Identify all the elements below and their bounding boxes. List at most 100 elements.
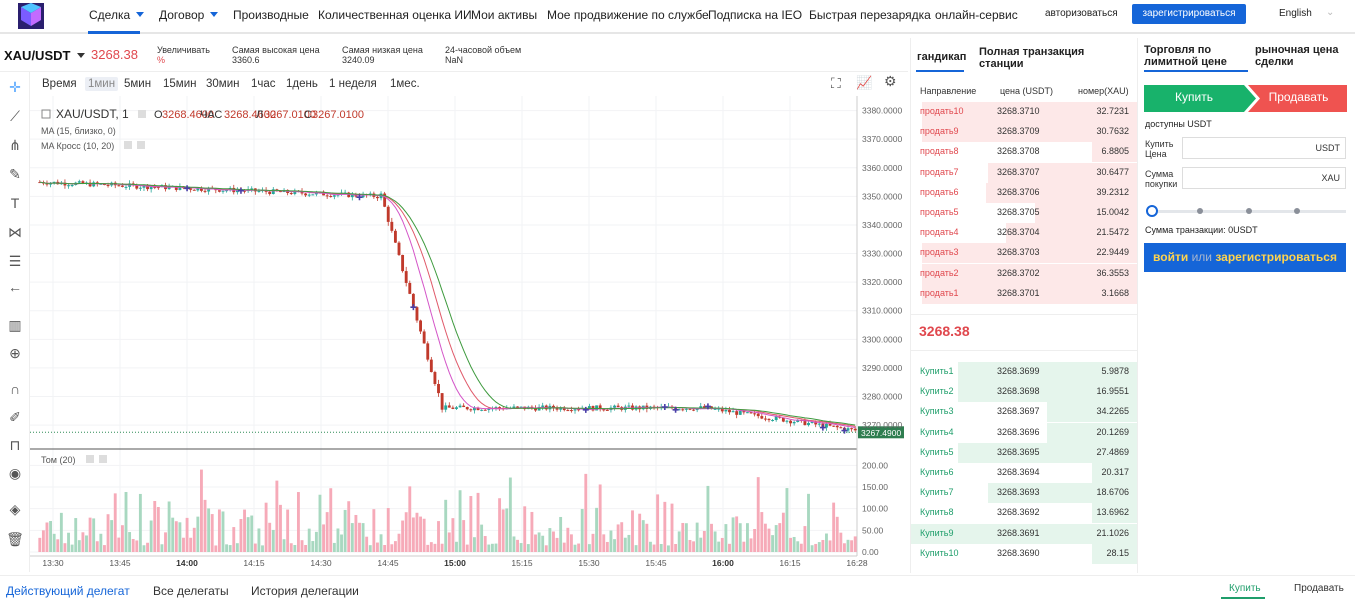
legend-settings-icon[interactable] [138,110,146,118]
tab-market-order[interactable]: рыночная цена сделки [1255,44,1339,68]
sell-qty: 15.0042 [1096,207,1129,217]
fork-icon[interactable]: ⋔ [9,137,21,153]
indicators-icon[interactable]: 📈 [856,75,873,90]
buy-row[interactable]: Купить3 3268.3697 34.2265 [911,402,1137,423]
interval-6[interactable]: 1день [286,78,318,90]
caret-down-icon[interactable] [77,53,86,58]
tab-active-delegate[interactable]: Действующий делегат [6,584,130,598]
interval-5[interactable]: 1час [251,78,276,90]
nav-item-6[interactable]: Подписка на IEO [708,8,802,22]
tab-full-transactions[interactable]: Полная транзакция станции [979,46,1085,70]
buy-row[interactable]: Купить10 3268.3690 28.15 [911,543,1137,564]
sell-price: 3268.3708 [997,146,1040,157]
filter-buy[interactable]: Купить [1229,583,1261,594]
volume-bar [376,542,379,552]
fib-icon[interactable]: ☰ [8,253,22,269]
language-selector[interactable]: English [1279,8,1312,19]
slider-mark-75[interactable] [1294,208,1300,214]
sell-toggle-shape[interactable] [1248,85,1347,112]
interval-2[interactable]: 5мин [124,78,152,90]
sell-row[interactable]: продать7 3268.3707 30.6477 [911,162,1137,183]
sell-row[interactable]: продать5 3268.3705 15.0042 [911,203,1137,223]
amount-slider-handle[interactable] [1146,205,1158,217]
volume-close-icon[interactable] [99,455,107,463]
interval-4[interactable]: 30мин [206,78,240,90]
nav-item-7[interactable]: Быстрая перезарядка [809,8,931,22]
buy-row[interactable]: Купить9 3268.3691 21.1026 [911,523,1137,544]
login-link-text[interactable]: войти [1153,250,1189,264]
sell-row[interactable]: продать1 3268.3701 3.1668 [911,283,1137,304]
sell-row[interactable]: продать3 3268.3703 22.9449 [911,243,1137,264]
interval-3[interactable]: 15мин [163,78,197,90]
sell-row[interactable]: продать9 3268.3709 30.7632 [911,122,1137,143]
price-chart[interactable]: 3267.4900 3380.0000 3370.0000 3360.0000 3350… [30,96,908,572]
unlock-icon[interactable]: ⊓ [9,437,21,453]
measure-icon[interactable]: ▥ [8,317,22,333]
login-link[interactable]: авторизоваться [1045,8,1118,19]
volume-bar [95,541,99,552]
chevron-down-icon[interactable]: ⌄ [1326,7,1335,18]
ma-settings-icon[interactable] [124,141,132,149]
slider-mark-25[interactable] [1197,208,1203,214]
trendline-icon[interactable]: ⟋ [10,108,20,124]
buy-row[interactable]: Купить1 3268.3699 5.9878 [911,362,1137,382]
magnet-icon[interactable]: ∩ [9,381,21,397]
tab-limit-order[interactable]: Торговля по лимитной цене [1144,44,1227,68]
brush-icon[interactable]: ✎ [9,166,21,182]
login-register-button[interactable]: войти или зарегистрироваться [1144,243,1346,272]
sell-row[interactable]: продать10 3268.3710 32.7231 [911,102,1137,122]
back-arrow-icon[interactable]: ← [8,279,22,295]
nav-item-5[interactable]: Мое продвижение по службе [547,8,709,22]
fullscreen-icon[interactable]: ⛶ [831,75,841,91]
sell-row[interactable]: продать2 3268.3702 36.3553 [911,263,1137,284]
buy-row[interactable]: Купить4 3268.3696 20.1269 [911,422,1137,443]
trash-icon[interactable]: 🗑 [6,531,24,547]
buy-row[interactable]: Купить8 3268.3692 13.6962 [911,503,1137,524]
nav-item-3[interactable]: Количественная оценка ИИ [318,8,472,22]
buy-row[interactable]: Купить6 3268.3694 20.317 [911,463,1137,483]
register-button[interactable]: зарегистрироваться [1132,4,1246,24]
sell-row[interactable]: продать8 3268.3708 6.8805 [911,142,1137,163]
nav-item-0[interactable]: Сделка [89,8,145,22]
caret-down-icon[interactable] [210,12,219,17]
settings-gear-icon[interactable]: ⚙ [884,73,897,89]
volume-bar [383,545,387,552]
tab-handicap[interactable]: гандикап [917,51,967,63]
buy-toggle[interactable]: Купить [1175,90,1213,104]
interval-8[interactable]: 1мес. [390,78,420,90]
sell-row[interactable]: продать6 3268.3706 39.2312 [911,182,1137,203]
nav-item-4[interactable]: Мои активы [471,8,537,22]
lock-drawing-icon[interactable]: ✐ [9,409,21,425]
logo-icon[interactable] [18,3,44,29]
nav-item-2[interactable]: Производные [233,8,309,22]
interval-7[interactable]: 1 неделя [329,78,377,90]
amount-input[interactable]: XAU [1182,167,1346,189]
collapse-legend-icon[interactable] [41,109,51,119]
sell-toggle[interactable]: Продавать [1268,90,1329,104]
pattern-icon[interactable]: ⋈ [8,224,22,240]
slider-mark-50[interactable] [1246,208,1252,214]
buy-row[interactable]: Купить5 3268.3695 27.4869 [911,442,1137,463]
filter-sell[interactable]: Продавать [1294,583,1344,594]
text-icon[interactable]: T [10,195,20,211]
layers-icon[interactable]: ◈ [9,501,21,517]
sell-row[interactable]: продать4 3268.3704 21.5472 [911,223,1137,244]
zoom-icon[interactable]: ⊕ [9,345,21,361]
ma-close-icon[interactable] [137,141,145,149]
volume-settings-icon[interactable] [86,455,94,463]
eye-icon[interactable]: ◉ [8,465,22,481]
nav-item-8[interactable]: онлайн-сервис [935,8,1018,22]
price-input[interactable]: USDT [1182,137,1346,159]
interval-1[interactable]: 1мин [85,77,119,91]
buy-row[interactable]: Купить2 3268.3698 16.9551 [911,382,1137,403]
tab-delegation-history[interactable]: История делегации [251,584,359,598]
pair-selector[interactable]: XAU/USDT [4,48,86,63]
nav-item-1[interactable]: Договор [159,8,219,22]
register-link-text[interactable]: зарегистрироваться [1215,250,1337,264]
tab-all-delegates[interactable]: Все делегаты [153,584,229,598]
buy-sell-toggle[interactable] [1144,85,1347,112]
buy-row[interactable]: Купить7 3268.3693 18.6706 [911,483,1137,504]
crosshair-icon[interactable]: ✛ [9,79,21,95]
caret-down-icon[interactable] [136,12,145,17]
buy-toggle-shape[interactable] [1144,85,1256,112]
